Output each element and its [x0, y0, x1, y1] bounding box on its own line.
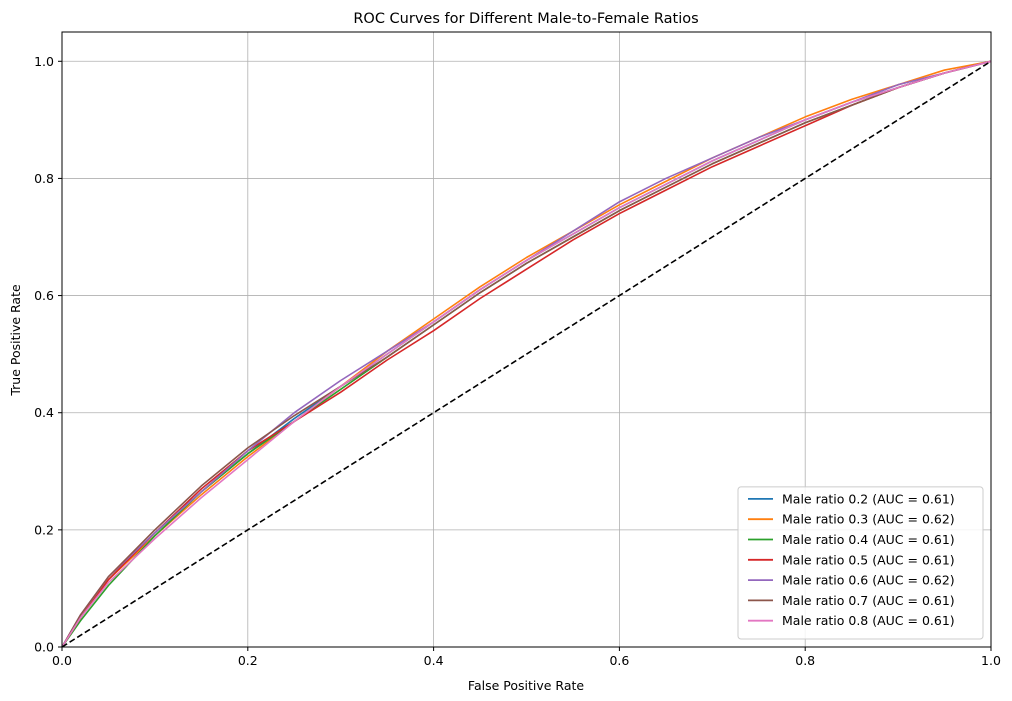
x-tick-label: 0.2: [238, 653, 258, 668]
grid-lines: [61, 32, 992, 648]
x-tick-label: 0.4: [424, 653, 444, 668]
legend-box: [737, 486, 984, 640]
legend-entry: Male ratio 0.5 (AUC = 0.61): [782, 552, 955, 567]
plot-frame: [61, 31, 992, 648]
y-axis-label: True Positive Rate: [8, 284, 23, 397]
series-layer: [61, 60, 992, 648]
legend-entry: Male ratio 0.6 (AUC = 0.62): [782, 573, 955, 588]
roc-curve-series-2: [61, 60, 992, 648]
legend-entry: Male ratio 0.4 (AUC = 0.61): [782, 532, 955, 547]
legend-entry: Male ratio 0.2 (AUC = 0.61): [782, 491, 955, 506]
x-tick-label: 0.6: [609, 653, 629, 668]
y-tick-label: 0.2: [34, 522, 54, 537]
roc-curve-series-6: [61, 60, 992, 648]
legend-entry: Male ratio 0.7 (AUC = 0.61): [782, 593, 955, 608]
x-tick-label: 0.8: [795, 653, 815, 668]
x-axis-label: False Positive Rate: [468, 678, 584, 693]
y-tick-label: 0.6: [34, 288, 54, 303]
axis-ticks: 0.0 0.2 0.4 0.6 0.8 1.0 0.0 0.2 0.4 0.6 0.8 1.0: [34, 54, 1001, 668]
legend-entry: Male ratio 0.3 (AUC = 0.62): [782, 512, 955, 527]
legend-entry: Male ratio 0.8 (AUC = 0.61): [782, 613, 955, 628]
x-tick-label: 1.0: [981, 653, 1001, 668]
x-tick-label: 0.0: [52, 653, 72, 668]
roc-curve-series-7: [61, 60, 992, 648]
y-tick-label: 0.4: [34, 405, 54, 420]
y-tick-label: 0.8: [34, 171, 54, 186]
chance-reference-line: [61, 60, 992, 648]
chart-title: ROC Curves for Different Male-to-Female …: [353, 11, 698, 27]
roc-curve-series-4: [61, 60, 992, 648]
legend: Male ratio 0.2 (AUC = 0.61) Male ratio 0.…: [737, 486, 984, 640]
y-tick-label: 1.0: [34, 54, 54, 69]
y-tick-label: 0.0: [34, 640, 54, 655]
